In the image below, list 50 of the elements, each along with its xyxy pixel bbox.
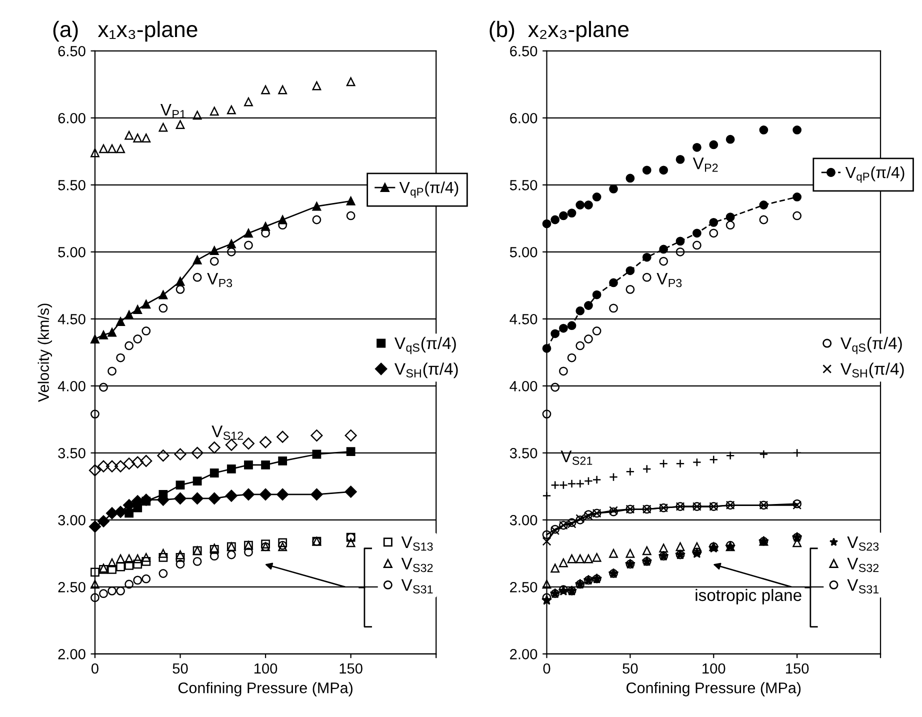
legend-label: V$_{S31}$ (847, 579, 879, 594)
x-tick-label: 50 (172, 663, 188, 674)
y-tick-label: 2.00 (510, 649, 538, 660)
y-axis-title: Velocity (km/s) (38, 304, 52, 402)
legend-label: V$_{SH}$(π/4) (840, 362, 904, 378)
y-tick-label: 5.00 (510, 247, 538, 258)
y-tick-label: 6.00 (510, 113, 538, 124)
y-tick-label: 4.00 (58, 381, 86, 392)
series-label: V$_{P2}$ (692, 158, 718, 172)
legend-label: V$_{S13}$ (401, 536, 433, 551)
legend-label: V$_{qS}$(π/4) (394, 336, 456, 354)
y-tick-label: 4.50 (58, 314, 86, 324)
legend-label: V$_{S32}$ (847, 558, 879, 572)
y-tick-label: 2.00 (58, 649, 86, 660)
chart-title: (b) x₂x₃-plane (490, 20, 629, 42)
x-tick-label: 100 (254, 663, 278, 674)
y-tick-label: 2.50 (510, 582, 538, 592)
y-tick-label: 3.00 (510, 515, 538, 526)
y-tick-label: 6.00 (58, 113, 86, 124)
x-tick-label: 100 (702, 663, 726, 674)
chart-title: (a) x₁x₃-plane (53, 20, 198, 42)
legend-label: V$_{qP}$(π/4) (399, 181, 458, 198)
annotation: isotropic plane (696, 588, 802, 604)
legend-label: V$_{qP}$(π/4) (845, 166, 904, 183)
y-tick-label: 2.50 (58, 582, 86, 592)
x-axis-title: Confining Pressure (MPa) (178, 682, 352, 696)
y-tick-label: 4.00 (510, 381, 538, 392)
legend-label: V$_{S23}$ (847, 536, 879, 551)
x-tick-label: 150 (340, 663, 362, 674)
x-tick-label: 50 (622, 663, 638, 674)
legend-label: V$_{SH}$(π/4) (394, 362, 458, 378)
series-label: V$_{P3}$ (207, 272, 232, 288)
legend-label: V$_{qS}$(π/4) (840, 336, 902, 354)
legend-label: V$_{S31}$ (401, 579, 433, 594)
y-tick-label: 4.50 (510, 314, 538, 324)
x-axis-title: Confining Pressure (MPa) (626, 682, 801, 696)
legend-label: V$_{S32}$ (401, 558, 433, 572)
x-tick-label: 0 (543, 663, 550, 674)
x-tick-label: 150 (786, 663, 809, 674)
y-tick-label: 5.00 (58, 247, 86, 258)
y-tick-label: 3.50 (58, 448, 86, 458)
series-label: V$_{S12}$ (212, 426, 244, 440)
y-tick-label: 3.00 (58, 515, 86, 526)
series-label: V$_{P3}$ (656, 272, 682, 288)
y-tick-label: 6.50 (510, 46, 538, 56)
y-tick-label: 3.50 (510, 448, 538, 458)
y-tick-label: 5.50 (58, 180, 86, 190)
y-tick-label: 6.50 (58, 46, 86, 56)
y-tick-label: 5.50 (510, 180, 538, 190)
x-tick-label: 0 (91, 663, 98, 674)
